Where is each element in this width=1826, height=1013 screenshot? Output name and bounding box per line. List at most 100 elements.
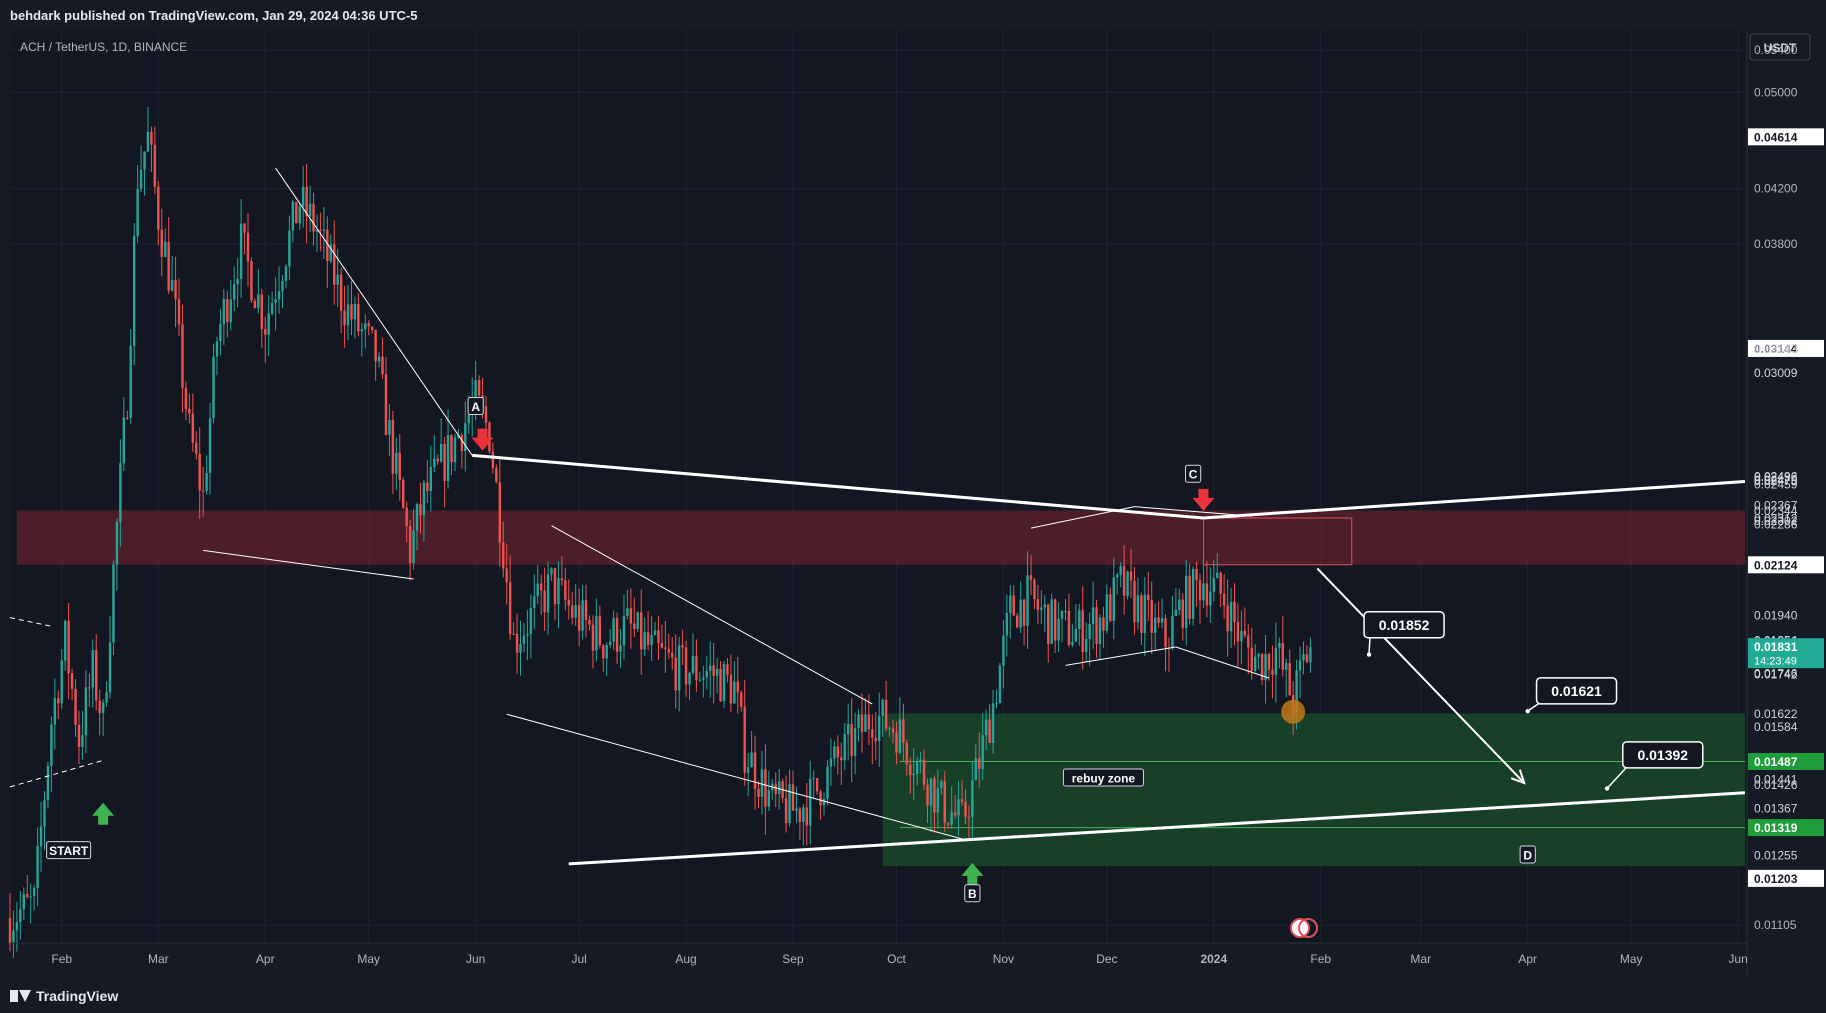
candle-body (1057, 618, 1060, 641)
trendline[interactable] (9, 759, 104, 788)
candle-body (1047, 604, 1050, 644)
candle-body (1288, 663, 1291, 695)
candle-body (757, 788, 760, 797)
price-label: 0.01203 (1754, 872, 1798, 886)
trendline[interactable] (506, 713, 966, 841)
candle-body (81, 735, 84, 747)
trendline[interactable] (1030, 506, 1135, 529)
price-label: 0.02367 (1754, 499, 1798, 513)
candle-body (815, 778, 819, 792)
trendline[interactable] (275, 167, 473, 456)
candle-body (1015, 615, 1019, 628)
projection-arrow[interactable] (1316, 567, 1525, 784)
candle-body (1109, 594, 1112, 621)
candle-body (1205, 583, 1209, 606)
candle-body (1053, 599, 1057, 641)
candle-body (1219, 572, 1222, 594)
candle-body (857, 714, 860, 729)
candle-body (788, 784, 791, 824)
candle-body (1243, 630, 1247, 636)
candle-body (774, 783, 777, 795)
candle-body (53, 698, 57, 725)
candle-body (1281, 642, 1285, 670)
candle-body (1029, 575, 1033, 580)
candle-body (1164, 618, 1167, 648)
trendline[interactable] (9, 617, 52, 627)
candle-body (1150, 600, 1153, 633)
candle-body (726, 664, 729, 675)
currency-button[interactable] (1749, 33, 1811, 61)
candle-body (57, 698, 60, 704)
label-box (467, 396, 484, 415)
trendline[interactable] (203, 549, 414, 580)
candle-body (591, 624, 595, 651)
candle-body (791, 784, 795, 811)
candle-body (1091, 607, 1095, 625)
price-label: 0.01742 (1754, 668, 1798, 682)
candle-body (729, 674, 733, 704)
trendline[interactable] (472, 453, 1204, 520)
candle-body (32, 888, 36, 897)
candle-body (843, 734, 846, 761)
candle-body (353, 303, 357, 320)
candle-body (853, 728, 857, 756)
candle-body (984, 719, 988, 736)
callout-box[interactable] (1363, 611, 1445, 639)
price-label: 0.02312 (1754, 511, 1798, 525)
candles (8, 106, 1312, 959)
candle-body (495, 467, 498, 483)
price-label: 0.01622 (1754, 707, 1798, 721)
candle-body (1222, 593, 1226, 606)
candle-body (284, 266, 288, 281)
candle-body (626, 608, 629, 616)
candle-body (922, 759, 926, 785)
candle-body (1060, 611, 1064, 619)
callout-box[interactable] (1535, 677, 1618, 705)
callout-box[interactable] (1622, 741, 1704, 769)
price-label: 0.01426 (1754, 778, 1798, 792)
green-arrow-up-icon (961, 862, 984, 885)
candle-body (1002, 635, 1005, 666)
candle-body (105, 692, 108, 703)
callout-dot (1604, 786, 1610, 791)
candle-body (333, 244, 336, 285)
trendline[interactable] (1203, 480, 1746, 520)
candle-body (1191, 569, 1195, 619)
candle-body (733, 681, 736, 704)
trendline[interactable] (568, 791, 1746, 866)
trendline[interactable] (1134, 506, 1252, 517)
candle-body (826, 766, 829, 799)
x-tick-label: 2024 (1200, 952, 1227, 966)
trendline[interactable] (1175, 646, 1270, 679)
trendline[interactable] (1065, 646, 1176, 666)
candle-body (902, 719, 905, 743)
candle-body (891, 728, 895, 733)
candle-body (1233, 601, 1236, 623)
candle-body (402, 480, 405, 508)
candle-body (246, 232, 250, 262)
candle-body (315, 229, 319, 232)
candle-body (978, 758, 981, 769)
candle-body (219, 324, 222, 342)
trendline[interactable] (551, 525, 873, 705)
price-label-box (1748, 819, 1824, 837)
candle-body (60, 660, 63, 704)
x-tick-label: Oct (887, 952, 906, 966)
candle-body (250, 261, 253, 301)
candle-body (588, 619, 591, 625)
candle-body (270, 302, 274, 314)
candle-body (422, 482, 426, 516)
candle-body (574, 605, 577, 618)
candle-body (1216, 572, 1219, 579)
candle-body (991, 703, 995, 743)
candle-body (343, 310, 346, 326)
candle-body (129, 345, 132, 418)
candle-body (1140, 595, 1143, 633)
candle-body (277, 291, 281, 300)
price-label-box (1748, 339, 1824, 357)
candle-body (529, 607, 533, 634)
candle-body (305, 186, 308, 217)
candle-body (822, 798, 826, 806)
candle-body (12, 930, 15, 944)
